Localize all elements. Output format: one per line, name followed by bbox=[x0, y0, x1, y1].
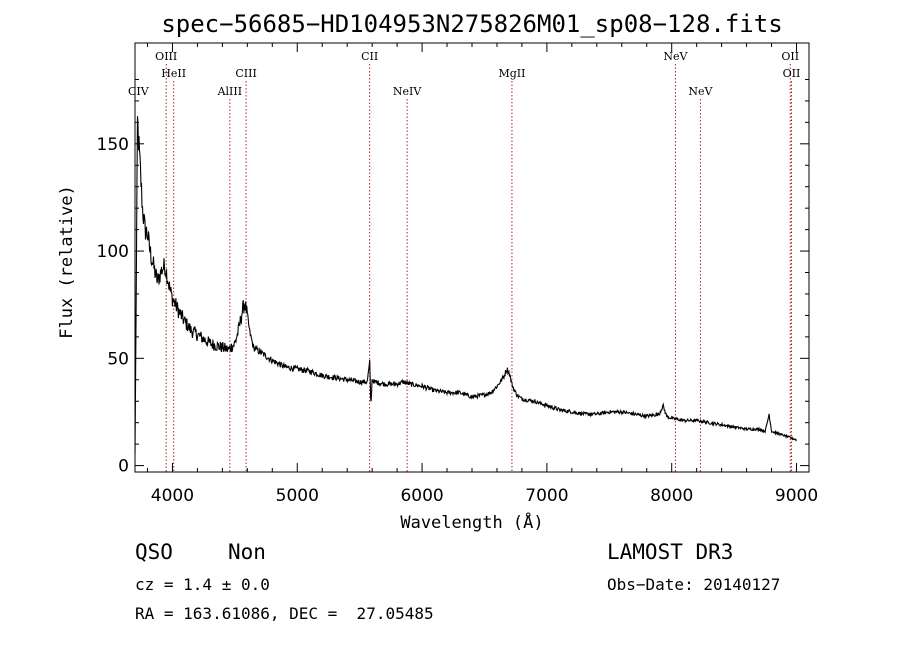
line-label-group: CIV OIII HeII AlIII CIII CII NeIV MgII NeV NeV OII… bbox=[128, 50, 800, 98]
line-label: AlIII bbox=[217, 85, 243, 98]
x-axis: 4000 5000 6000 7000 8000 9000 bbox=[146, 43, 818, 506]
x-tick-label: 7000 bbox=[525, 486, 568, 506]
line-label: HeII bbox=[161, 67, 186, 80]
plot-frame bbox=[134, 42, 810, 473]
line-marker-group bbox=[165, 64, 793, 472]
class-label: QSO bbox=[135, 540, 173, 564]
y-tick-label: 50 bbox=[107, 349, 129, 369]
line-label: OII bbox=[783, 67, 801, 80]
survey-label: LAMOST DR3 bbox=[607, 540, 733, 564]
x-tick-label: 9000 bbox=[775, 486, 818, 506]
line-label: CIII bbox=[235, 67, 256, 80]
x-axis-label: Wavelength (Å) bbox=[400, 511, 543, 533]
redshift-text: cz = 1.4 ± 0.0 bbox=[135, 575, 270, 594]
x-tick-label: 8000 bbox=[650, 486, 693, 506]
obs-date-text: Obs−Date: 20140127 bbox=[607, 575, 780, 594]
coords-text: RA = 163.61086, DEC = 27.05485 bbox=[135, 604, 434, 623]
line-label: OIII bbox=[155, 50, 177, 63]
x-tick-label: 4000 bbox=[151, 486, 194, 506]
line-label: NeV bbox=[663, 50, 688, 63]
subclass-label: Non bbox=[228, 540, 266, 564]
y-axis: 0 50 100 150 bbox=[97, 78, 809, 477]
line-label: NeV bbox=[688, 85, 713, 98]
y-axis-label: Flux (relative) bbox=[57, 185, 77, 339]
y-tick-label: 0 bbox=[118, 457, 129, 477]
y-tick-label: 100 bbox=[97, 242, 129, 262]
line-label: CIV bbox=[128, 85, 150, 98]
x-tick-label: 6000 bbox=[400, 486, 443, 506]
line-label: OII bbox=[781, 50, 799, 63]
line-label: CII bbox=[361, 50, 378, 63]
x-tick-label: 5000 bbox=[276, 486, 319, 506]
line-label: NeIV bbox=[393, 85, 422, 98]
y-tick-label: 150 bbox=[97, 135, 129, 155]
line-label: MgII bbox=[498, 67, 525, 80]
chart-title: spec−56685−HD104953N275826M01_sp08−128.f… bbox=[161, 10, 782, 38]
spectrum-series-line bbox=[134, 116, 797, 455]
